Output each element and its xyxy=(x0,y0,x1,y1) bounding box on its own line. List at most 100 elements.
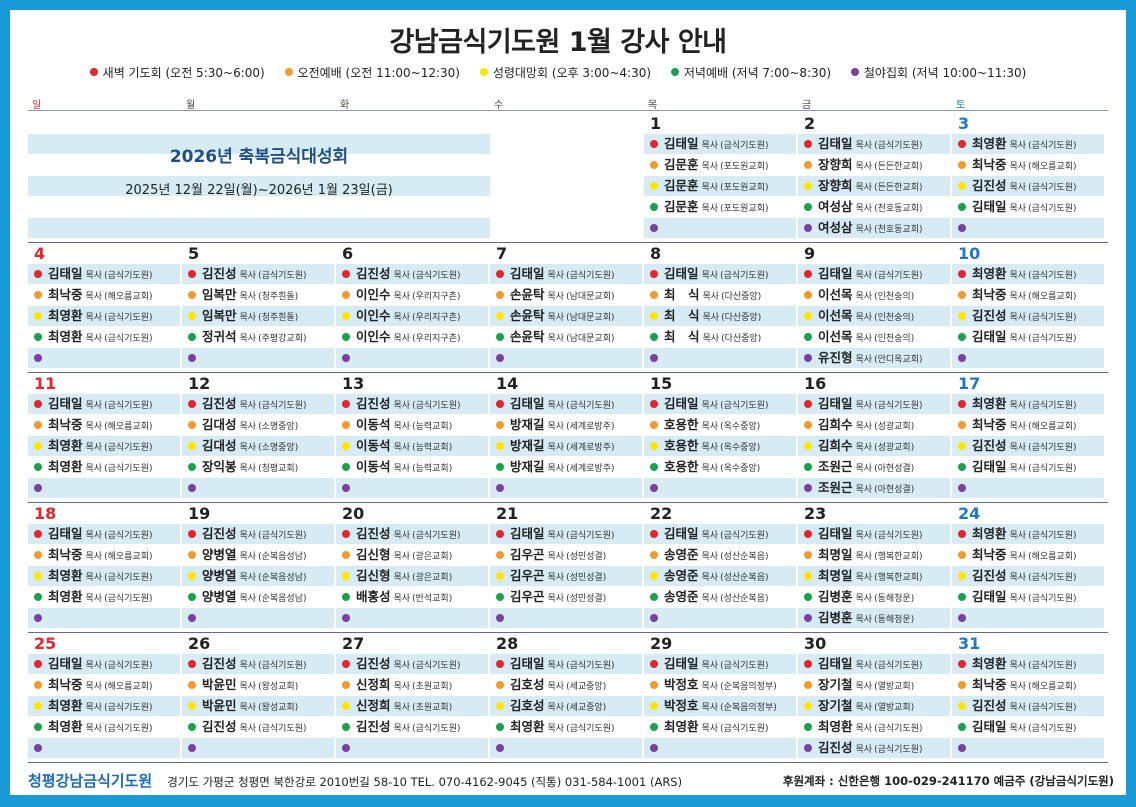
speaker-name: 손윤탁 xyxy=(510,287,545,302)
schedule-slot: 방재길 목사 (세계로방주) xyxy=(490,436,642,456)
yellow-dot-icon xyxy=(496,702,504,710)
day-number: 11 xyxy=(34,374,57,393)
speaker-church: (성민성결) xyxy=(566,552,607,562)
speaker-church: (해오름교회) xyxy=(1028,682,1077,692)
schedule-slot: 최 식 목사 (다산중앙) xyxy=(644,306,796,326)
schedule-slot xyxy=(336,348,488,368)
purple-dot-icon xyxy=(804,484,812,492)
red-dot-icon xyxy=(650,140,658,148)
yellow-dot-icon xyxy=(34,312,42,320)
schedule-slot: 방재길 목사 (세계로방주) xyxy=(490,457,642,477)
speaker-title: 목사 xyxy=(547,552,565,562)
day-number: 6 xyxy=(342,244,354,263)
day-number: 5 xyxy=(188,244,200,263)
orange-dot-icon xyxy=(958,681,966,689)
speaker-name: 박윤민 xyxy=(202,677,237,692)
speaker-church: (옥수중앙) xyxy=(720,464,761,474)
purple-dot-icon xyxy=(850,68,859,76)
calendar-day: 21 김태일 목사 (금식기도원) 김우곤 목사 (성민성결) 김우곤 목사 (성민성결) 김우곤 목… xyxy=(490,502,644,632)
schedule-slot: 최영환 목사 (금식기도원) xyxy=(28,696,180,716)
speaker-title: 목사 xyxy=(85,724,103,734)
speaker-church: (능력교회) xyxy=(412,422,453,432)
speaker-church: (세교중앙) xyxy=(566,682,607,692)
speaker-name: 김진성 xyxy=(202,396,237,411)
red-dot-icon xyxy=(188,530,196,538)
schedule-slot: 김진성 목사 (금식기도원) xyxy=(182,394,334,414)
speaker-church: (포도원교회) xyxy=(720,162,769,172)
schedule-slot: 여성삼 목사 (천호동교회) xyxy=(798,197,950,217)
schedule-slot: 김진성 목사 (금식기도원) xyxy=(952,436,1104,456)
calendar-day: 25 김태일 목사 (금식기도원) 최낙중 목사 (해오름교회) 최영환 목사 (금식기도원) 최영… xyxy=(28,632,182,762)
speaker-title: 목사 xyxy=(855,141,873,151)
schedule-slot xyxy=(336,608,488,628)
schedule-slot xyxy=(644,348,796,368)
speaker-church: (순복음성남) xyxy=(258,594,307,604)
orange-dot-icon xyxy=(188,551,196,559)
schedule-slot: 김태일 목사 (금식기도원) xyxy=(644,264,796,284)
schedule-slot: 최영환 목사 (금식기도원) xyxy=(28,717,180,737)
speaker-name: 김태일 xyxy=(818,656,853,671)
speaker-church: (성산순복음) xyxy=(720,552,769,562)
orange-dot-icon xyxy=(188,681,196,689)
purple-dot-icon xyxy=(958,224,966,232)
orange-dot-icon xyxy=(650,681,658,689)
speaker-title: 목사 xyxy=(701,422,719,432)
green-dot-icon xyxy=(958,463,966,471)
schedule-slot: 송영준 목사 (성산순복음) xyxy=(644,566,796,586)
speaker-church: (금식기도원) xyxy=(1028,573,1077,583)
purple-dot-icon xyxy=(188,354,196,362)
green-dot-icon xyxy=(496,593,504,601)
green-dot-icon xyxy=(496,333,504,341)
yellow-dot-icon xyxy=(804,702,812,710)
schedule-slot: 박정호 목사 (순복음의정부) xyxy=(644,675,796,695)
speaker-title: 목사 xyxy=(547,464,565,474)
speaker-title: 목사 xyxy=(239,682,257,692)
speaker-title: 목사 xyxy=(1009,204,1027,214)
schedule-slot: 박윤민 목사 (왕성교회) xyxy=(182,696,334,716)
speaker-title: 목사 xyxy=(701,162,719,172)
speaker-name: 최 식 xyxy=(664,329,700,344)
speaker-name: 김진성 xyxy=(202,656,237,671)
speaker-church: (행복한교회) xyxy=(874,573,923,583)
speaker-church: (금식기도원) xyxy=(104,531,153,541)
schedule-slot: 최영환 목사 (금식기도원) xyxy=(28,587,180,607)
speaker-name: 김태일 xyxy=(48,396,83,411)
green-dot-icon xyxy=(650,723,658,731)
schedule-slot: 최영환 목사 (금식기도원) xyxy=(952,654,1104,674)
speaker-title: 목사 xyxy=(239,271,257,281)
red-dot-icon xyxy=(496,400,504,408)
speaker-church: (인천숭의) xyxy=(874,313,915,323)
speaker-title: 목사 xyxy=(702,334,720,344)
speaker-title: 목사 xyxy=(855,552,873,562)
footer-org: 청평강남금식기도원 xyxy=(28,772,153,790)
speaker-title: 목사 xyxy=(393,552,411,562)
yellow-dot-icon xyxy=(34,442,42,450)
speaker-name: 여성삼 xyxy=(818,199,853,214)
purple-dot-icon xyxy=(342,354,350,362)
purple-dot-icon xyxy=(34,744,42,752)
speaker-name: 김우곤 xyxy=(510,589,545,604)
schedule-slot: 호용한 목사 (옥수중앙) xyxy=(644,415,796,435)
speaker-title: 목사 xyxy=(701,401,719,411)
speaker-church: (성민성결) xyxy=(566,573,607,583)
legend-item-evening: 저녁예배 (저녁 7:00~8:30) xyxy=(670,64,831,81)
speaker-church: (초원교회) xyxy=(412,703,453,713)
schedule-slot: 이인수 목사 (우리지구촌) xyxy=(336,285,488,305)
schedule-slot: 방재길 목사 (세계로방주) xyxy=(490,415,642,435)
speaker-name: 이동석 xyxy=(356,459,391,474)
speaker-name: 김태일 xyxy=(510,266,545,281)
purple-dot-icon xyxy=(804,224,812,232)
schedule-slot: 김태일 목사 (금식기도원) xyxy=(952,197,1104,217)
speaker-title: 목사 xyxy=(239,552,257,562)
speaker-name: 김진성 xyxy=(356,656,391,671)
speaker-church: (해오름교회) xyxy=(1028,162,1077,172)
schedule-slot: 김태일 목사 (금식기도원) xyxy=(798,264,950,284)
yellow-dot-icon xyxy=(342,312,350,320)
red-dot-icon xyxy=(958,400,966,408)
red-dot-icon xyxy=(804,140,812,148)
speaker-title: 목사 xyxy=(85,531,103,541)
speaker-name: 김태일 xyxy=(48,526,83,541)
speaker-title: 목사 xyxy=(239,422,257,432)
schedule-slot xyxy=(182,478,334,498)
calendar-day: 8 김태일 목사 (금식기도원) 최 식 목사 (다산중앙) 최 식 목사 (다산중앙) 최 식 목사… xyxy=(644,242,798,372)
